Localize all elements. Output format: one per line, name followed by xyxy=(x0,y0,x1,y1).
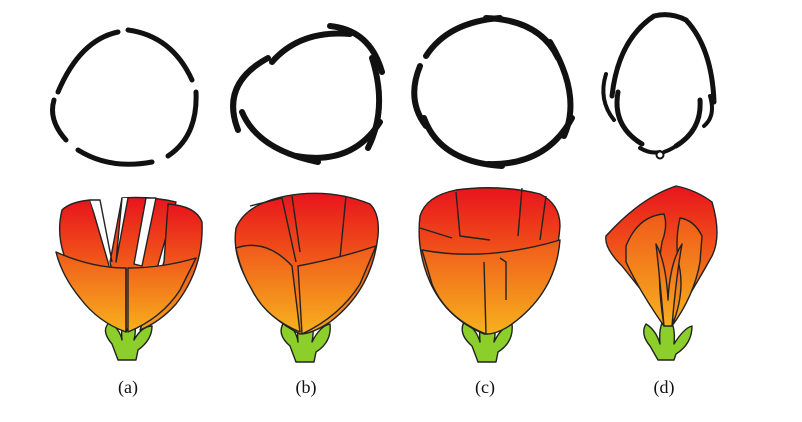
inner-left-b xyxy=(235,244,301,333)
label-d: (d) xyxy=(654,377,675,398)
diagram-a-valvate xyxy=(50,27,199,167)
wing-right-d xyxy=(671,217,703,327)
diagram-c-imbricate xyxy=(411,15,575,169)
flower-a xyxy=(55,196,203,361)
diagram-b-twisted xyxy=(230,23,385,165)
keel-d xyxy=(655,243,683,327)
inner-left-a xyxy=(55,251,127,333)
label-a: (a) xyxy=(118,377,138,398)
diagram-d-vexillary xyxy=(601,12,717,160)
inner-band-c xyxy=(421,239,561,335)
label-b: (b) xyxy=(296,377,317,398)
flower-b xyxy=(234,192,380,363)
label-c: (c) xyxy=(475,377,495,398)
flower-c xyxy=(418,187,561,363)
wing-left-d xyxy=(625,213,667,327)
flower-d xyxy=(605,185,718,361)
inner-right-b xyxy=(297,245,377,335)
inner-right-a xyxy=(127,257,197,333)
